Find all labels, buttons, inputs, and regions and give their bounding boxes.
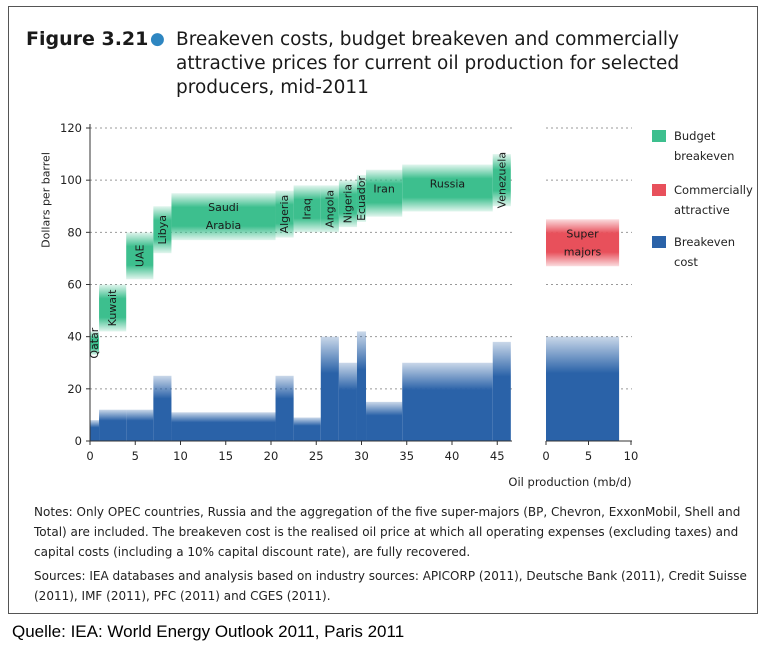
y-tick-label: 80 [67, 225, 82, 239]
breakeven-bar-qatar [90, 420, 100, 441]
breakeven-bar-russia [402, 362, 493, 441]
x-tick-label-main: 25 [309, 449, 324, 463]
budget-bar-kuwait [99, 284, 127, 332]
producer-label: Qatar [88, 327, 101, 358]
producer-label: Nigeria [341, 184, 354, 223]
legend-swatch-breakeven [652, 236, 666, 248]
producer-label: Libya [156, 215, 169, 244]
legend-label: Breakeven [674, 235, 735, 249]
breakeven-bar-ecuador [356, 331, 367, 441]
producer-label: Algeria [278, 195, 291, 234]
breakeven-bar-nigeria [338, 362, 357, 441]
producer-label: Angola [323, 190, 336, 228]
budget-bar-algeria [275, 190, 294, 238]
budget-bar-angola [320, 185, 339, 233]
x-tick-label-main: 35 [399, 449, 414, 463]
x-tick-label-side: 5 [585, 449, 592, 463]
y-tick-label: 40 [67, 330, 82, 344]
legend-swatch-budget [652, 130, 666, 142]
legend-swatch-commercial [652, 184, 666, 196]
chart: Qatar Kuwait UAE Libya Saudi Arabia Algeria Ira… [40, 121, 753, 489]
breakeven-bar-iraq [293, 417, 321, 441]
producer-label: Kuwait [106, 289, 119, 326]
source-caption: Quelle: IEA: World Energy Outlook 2011, … [12, 622, 405, 641]
producer-label: Russia [430, 177, 465, 190]
breakeven-bar-uae [126, 409, 154, 441]
producer-label: UAE [133, 244, 146, 267]
producer-label: Arabia [206, 219, 242, 232]
y-tick-label: 100 [60, 173, 82, 187]
breakeven-bar-algeria [275, 375, 294, 441]
x-tick-label-main: 5 [132, 449, 139, 463]
producer-label: Saudi [208, 201, 239, 214]
notes-text: Notes: Only OPEC countries, Russia and t… [34, 505, 741, 559]
y-axis-title: Dollars per barrel [40, 152, 53, 248]
figure-frame [8, 6, 758, 614]
x-tick-label-main: 45 [490, 449, 505, 463]
breakeven-bar-angola [320, 336, 339, 441]
breakeven-bar-saudi-arabia [171, 412, 276, 441]
x-tick-label-main: 20 [264, 449, 279, 463]
budget-bar-uae [126, 232, 154, 280]
budget-bar-nigeria [338, 180, 357, 228]
budget-bar-iran [366, 169, 403, 217]
figure-number: Figure 3.21 [26, 28, 149, 50]
breakeven-bar-iran [366, 401, 403, 441]
y-tick-label: 0 [75, 434, 82, 448]
legend-label: Commercially [674, 183, 753, 197]
x-tick-label-side: 0 [542, 449, 549, 463]
budget-bar-libya [153, 206, 172, 254]
budget-bar-russia [402, 164, 493, 212]
breakeven-bar-venezuela [492, 341, 511, 441]
budget-bar-saudi-arabia [171, 193, 276, 241]
budget-bar-ecuador [356, 174, 367, 222]
x-tick-label-main: 30 [354, 449, 369, 463]
x-tick-label-main: 40 [445, 449, 460, 463]
producer-label: Super [566, 227, 599, 240]
legend-label: breakeven [674, 149, 734, 163]
breakeven-bar-libya [153, 375, 172, 441]
producer-label: Ecuador [355, 175, 368, 220]
budget-bar-venezuela [492, 154, 511, 207]
x-axis-title: Oil production (mb/d) [508, 475, 631, 489]
legend-label: cost [674, 255, 698, 269]
y-tick-label: 120 [60, 121, 82, 135]
budget-bar-iraq [293, 185, 321, 233]
commercial-bar-super-majors [546, 219, 620, 267]
budget-bar-qatar [90, 331, 100, 355]
x-tick-label-main: 10 [173, 449, 188, 463]
sources-text: Sources: IEA databases and analysis base… [34, 569, 747, 603]
breakeven-bar-super-majors [546, 336, 620, 441]
legend-label: attractive [674, 203, 730, 217]
legend-label: Budget [674, 129, 716, 143]
bullet-dot-icon: ● [150, 29, 165, 49]
producer-label: Iran [373, 183, 395, 196]
y-tick-label: 60 [67, 278, 82, 292]
producer-label: Venezuela [495, 152, 508, 209]
y-tick-label: 20 [67, 382, 82, 396]
breakeven-bar-kuwait [99, 409, 127, 441]
x-tick-label-main: 15 [218, 449, 233, 463]
x-tick-label-side: 10 [624, 449, 639, 463]
x-tick-label-main: 0 [86, 449, 93, 463]
producer-label: majors [564, 245, 602, 258]
producer-label: Iraq [301, 198, 314, 220]
figure-title: Breakeven costs, budget breakeven and co… [176, 29, 680, 98]
